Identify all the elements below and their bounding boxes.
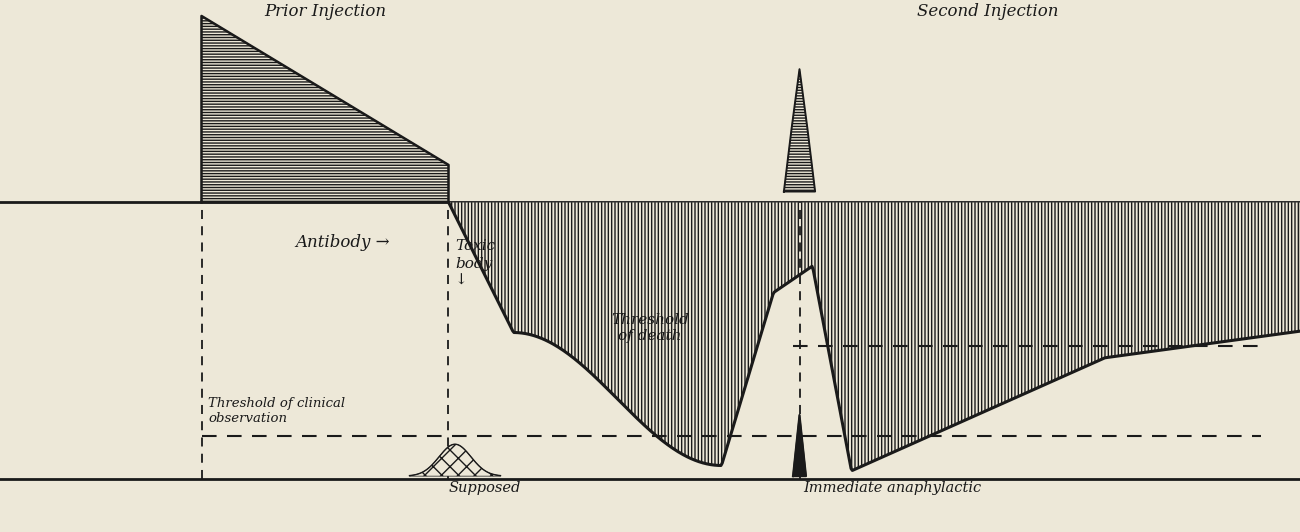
Polygon shape [793,415,806,476]
Polygon shape [202,16,448,202]
Polygon shape [784,69,815,192]
Text: Threshold
of death: Threshold of death [611,313,689,343]
Text: Second Injection: Second Injection [918,3,1058,20]
Text: Threshold of clinical
observation: Threshold of clinical observation [208,396,344,425]
Text: Prior Injection: Prior Injection [264,3,386,20]
Text: Toxic
body
↓: Toxic body ↓ [455,239,495,288]
Text: Antibody →: Antibody → [295,234,390,251]
Text: Supposed: Supposed [448,481,521,495]
Text: Immediate anaphylactic: Immediate anaphylactic [803,481,982,495]
